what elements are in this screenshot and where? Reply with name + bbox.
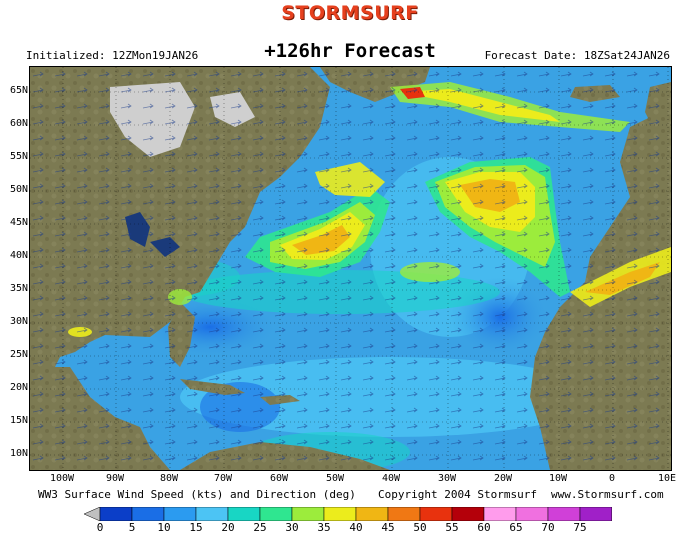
lon-label-90w: 90W: [105, 473, 125, 484]
scale-tick-label: 70: [541, 521, 555, 534]
lat-label-20n: 20N: [9, 382, 28, 393]
lat-label-30n: 30N: [9, 316, 28, 327]
lon-label-50w: 50W: [325, 473, 345, 484]
lon-label-40w: 40W: [381, 473, 401, 484]
forecast-title: +126hr Forecast: [264, 40, 436, 62]
scale-tick-label: 15: [189, 521, 203, 534]
scale-swatch: [259, 507, 293, 521]
lat-label-60n: 60N: [9, 118, 28, 129]
wind-speed-color-scale: [84, 507, 612, 521]
scale-swatch: [419, 507, 453, 521]
scale-swatch: [579, 507, 612, 521]
wind-map: [29, 66, 672, 471]
scale-tick-label: 65: [509, 521, 523, 534]
website-link[interactable]: www.Stormsurf.com: [551, 488, 664, 501]
lat-label-45n: 45N: [9, 217, 28, 228]
lat-label-25n: 25N: [9, 349, 28, 360]
scale-swatch: [99, 507, 133, 521]
scale-tick-label: 0: [96, 521, 104, 534]
scale-swatch: [227, 507, 261, 521]
scale-tick-label: 30: [285, 521, 299, 534]
scale-swatch: [163, 507, 197, 521]
initialized-label: Initialized: 12ZMon19JAN26: [26, 49, 199, 62]
scale-tick-label: 45: [381, 521, 395, 534]
scale-tick-label: 55: [445, 521, 459, 534]
scale-swatch: [291, 507, 325, 521]
forecast-date-label: Forecast Date: 18ZSat24JAN26: [484, 49, 670, 62]
lat-label-65n: 65N: [9, 85, 28, 96]
lon-label-70w: 70W: [213, 473, 233, 484]
lon-label-10e: 10E: [657, 473, 677, 484]
scale-swatch: [323, 507, 357, 521]
scale-swatch: [355, 507, 389, 521]
scale-tick-label: 35: [317, 521, 331, 534]
scale-under-arrow: [84, 507, 101, 521]
scale-tick-label: 40: [349, 521, 363, 534]
scale-tick-label: 20: [221, 521, 235, 534]
stormsurf-logo: STORMSURF: [281, 2, 419, 24]
lon-label-20w: 20W: [493, 473, 513, 484]
lat-label-40n: 40N: [9, 250, 28, 261]
scale-swatch: [387, 507, 421, 521]
lon-label-10w: 10W: [548, 473, 568, 484]
map-description: WW3 Surface Wind Speed (kts) and Directi…: [38, 488, 356, 501]
lat-label-15n: 15N: [9, 415, 28, 426]
lon-label-80w: 80W: [159, 473, 179, 484]
scale-tick-label: 10: [157, 521, 171, 534]
scale-tick-label: 60: [477, 521, 491, 534]
lon-label-60w: 60W: [269, 473, 289, 484]
scale-swatch: [451, 507, 485, 521]
scale-swatch: [547, 507, 581, 521]
lon-label-0: 0: [608, 473, 616, 484]
scale-tick-label: 75: [573, 521, 587, 534]
scale-tick-label: 50: [413, 521, 427, 534]
lon-label-100w: 100W: [49, 473, 75, 484]
lat-label-10n: 10N: [9, 448, 28, 459]
scale-tick-label: 5: [128, 521, 136, 534]
graticule: [30, 67, 671, 470]
scale-swatch: [483, 507, 517, 521]
lat-label-55n: 55N: [9, 151, 28, 162]
copyright-text: Copyright 2004 Stormsurf: [378, 488, 537, 501]
lat-label-50n: 50N: [9, 184, 28, 195]
scale-swatch: [195, 507, 229, 521]
scale-swatch: [515, 507, 549, 521]
lon-label-30w: 30W: [437, 473, 457, 484]
wind-direction-arrows: [30, 67, 671, 470]
scale-tick-label: 25: [253, 521, 267, 534]
scale-swatch: [131, 507, 165, 521]
lat-label-35n: 35N: [9, 283, 28, 294]
map-canvas: [30, 67, 671, 470]
